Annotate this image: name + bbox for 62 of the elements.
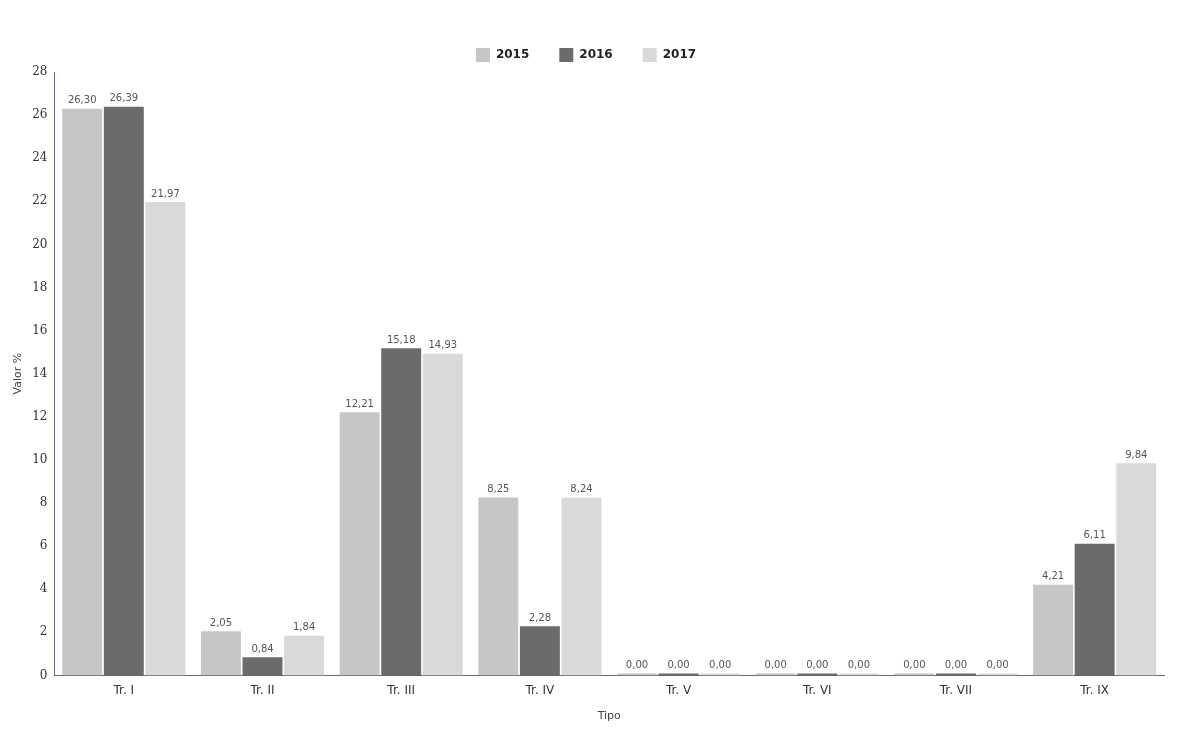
legend-label: 2017 [662, 47, 697, 62]
legend-label: 2016 [579, 47, 613, 62]
y-tick-label: 24 [32, 150, 48, 165]
bar [200, 631, 241, 676]
data-label: 1,84 [292, 621, 316, 633]
data-label: 0,00 [667, 658, 690, 670]
y-tick-label: 18 [32, 279, 48, 294]
x-tick-label: Tr. VII [938, 682, 973, 697]
y-tick-label: 10 [32, 452, 48, 467]
data-label: 6,11 [1083, 529, 1106, 541]
bar [561, 497, 602, 676]
y-tick-label: 8 [39, 495, 48, 510]
data-label: 9,84 [1125, 448, 1148, 460]
y-tick-label: 4 [39, 581, 48, 596]
y-tick-label: 2 [39, 624, 48, 639]
data-label: 8,25 [487, 483, 510, 495]
bar [1116, 463, 1157, 676]
data-label: 0,00 [709, 658, 732, 670]
data-label: 14,93 [428, 339, 458, 351]
data-label: 26,39 [109, 92, 139, 104]
y-tick-label: 6 [39, 538, 48, 553]
data-label: 2,05 [209, 616, 233, 628]
y-tick-label: 26 [32, 107, 48, 122]
x-tick-label: Tr. V [664, 682, 692, 697]
x-axis-title: Tipo [596, 709, 622, 723]
data-label: 8,24 [570, 483, 593, 495]
data-label: 2,28 [528, 611, 552, 623]
x-tick-label: Tr. II [249, 682, 275, 697]
legend-label: 2015 [495, 47, 530, 62]
bar [478, 497, 519, 676]
x-tick-label: Tr. IX [1079, 682, 1110, 697]
bar [62, 108, 103, 676]
x-tick-label: Tr. I [112, 682, 135, 697]
y-tick-label: 20 [32, 236, 48, 251]
y-tick-label: 16 [32, 322, 48, 337]
y-tick-label: 12 [32, 408, 48, 423]
x-tick-label: Tr. III [386, 682, 416, 697]
bar [1033, 584, 1074, 676]
bar [145, 201, 186, 676]
bar [339, 412, 380, 676]
y-tick-label: 22 [32, 193, 48, 208]
bar [422, 353, 463, 676]
data-label: 21,97 [151, 187, 180, 199]
data-label: 4,21 [1041, 570, 1065, 582]
data-label: 0,00 [764, 658, 787, 670]
bar [284, 635, 325, 676]
data-label: 12,21 [345, 397, 374, 409]
data-label: 0,00 [986, 658, 1009, 670]
x-tick-label: Tr. IV [524, 682, 556, 697]
data-label: 0,00 [903, 658, 926, 670]
data-label: 0,84 [251, 642, 274, 654]
data-label: 0,00 [625, 658, 649, 670]
data-label: 0,00 [847, 658, 871, 670]
data-label: 0,00 [806, 658, 829, 670]
y-tick-label: 14 [32, 365, 48, 380]
data-label: 15,18 [386, 333, 416, 345]
x-tick-label: Tr. VI [801, 682, 832, 697]
data-label: 0,00 [944, 658, 968, 670]
data-label: 26,30 [67, 94, 97, 106]
y-tick-label: 28 [32, 64, 48, 79]
y-axis-title: Valor % [11, 352, 25, 395]
y-tick-label: 0 [39, 667, 48, 682]
